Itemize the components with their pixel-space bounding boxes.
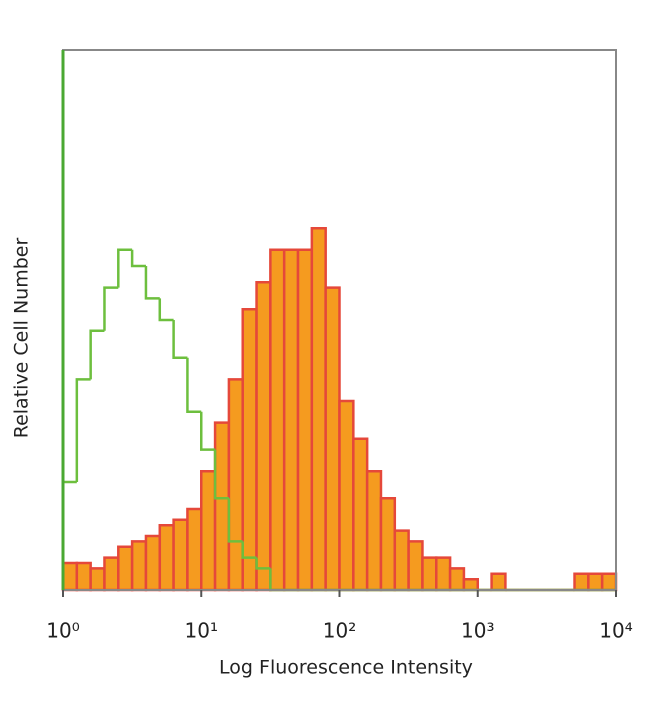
histogram-bin	[144, 266, 160, 300]
histogram-bin	[393, 529, 410, 592]
histogram-bin	[130, 249, 146, 268]
histogram-bin	[158, 523, 175, 592]
histogram-bin	[103, 286, 119, 331]
x-tick-label: 10²	[323, 619, 356, 643]
y-axis-title: Relative Cell Number	[11, 238, 33, 439]
histogram-bin	[255, 280, 272, 592]
histogram-bin	[365, 469, 383, 592]
histogram-bin	[158, 298, 174, 322]
histogram-bin	[200, 469, 217, 592]
histogram-bin	[241, 307, 258, 592]
histogram-bin	[338, 399, 355, 592]
histogram-bin	[282, 248, 300, 592]
histogram-bin	[186, 357, 202, 414]
histogram-bin	[75, 561, 92, 592]
x-tick-label: 10⁴	[599, 619, 632, 643]
histogram-bin	[144, 534, 162, 592]
histogram-bin	[587, 572, 604, 592]
x-tick-label: 10³	[461, 619, 494, 643]
histogram-bin	[490, 572, 507, 592]
histogram-bin	[241, 541, 257, 559]
histogram-bin	[75, 378, 91, 482]
histogram-bin	[269, 248, 286, 592]
histogram-bin	[352, 437, 369, 592]
histogram-bin	[407, 540, 424, 592]
histogram-bin	[200, 411, 216, 451]
histogram-bin	[255, 557, 271, 570]
histogram-bin	[227, 378, 244, 592]
histogram-bin	[324, 286, 341, 592]
histogram-bin	[462, 577, 479, 592]
histogram-bin	[103, 556, 120, 592]
histogram-bin	[117, 248, 133, 288]
histogram-bin	[421, 556, 438, 592]
histogram-bin	[296, 248, 314, 592]
histogram-bin	[117, 545, 134, 592]
histogram-bin	[186, 507, 203, 592]
histogram-bin	[89, 329, 105, 380]
histogram-bin	[310, 226, 327, 592]
histogram-bin	[448, 567, 466, 592]
histogram-bin	[573, 572, 590, 592]
histogram-bin	[600, 572, 618, 592]
histogram-bin	[213, 421, 231, 592]
histogram-bin	[61, 561, 79, 592]
histogram-bin	[213, 449, 229, 500]
histogram-bin	[379, 496, 397, 592]
histogram-bin	[89, 567, 106, 592]
histogram-bin	[435, 556, 452, 592]
x-axis-title: Log Fluorescence Intensity	[219, 657, 473, 679]
x-tick-label: 10⁰	[46, 619, 79, 643]
histogram-bin	[227, 498, 243, 543]
histogram-bin	[130, 540, 148, 592]
histogram-bin	[172, 320, 188, 360]
histogram-bin	[172, 518, 189, 592]
x-tick-label: 10¹	[185, 619, 218, 643]
